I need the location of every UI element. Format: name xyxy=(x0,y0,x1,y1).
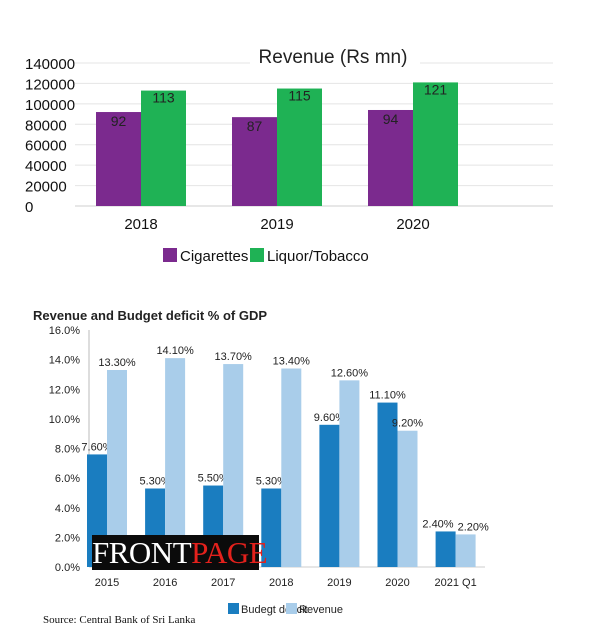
title-background xyxy=(250,42,420,70)
y-tick-label: 10.0% xyxy=(49,414,80,426)
legend-swatch xyxy=(250,248,264,262)
data-label: 113 xyxy=(152,90,175,106)
bar-cigarettes xyxy=(96,112,141,206)
data-label: 13.30% xyxy=(98,357,136,369)
data-label: 2.20% xyxy=(458,521,489,533)
x-tick-label: 2021 Q1 xyxy=(434,577,476,589)
y-tick-label: 120000 xyxy=(25,76,75,93)
data-label: 5.50% xyxy=(198,473,229,485)
x-tick-label: 2018 xyxy=(124,216,157,233)
x-tick-label: 2020 xyxy=(396,216,429,233)
y-tick-label: 40000 xyxy=(25,158,67,175)
y-tick-label: 12.0% xyxy=(49,384,80,396)
x-tick-label: 2019 xyxy=(260,216,293,233)
y-tick-label: 140000 xyxy=(25,56,75,73)
y-tick-label: 60000 xyxy=(25,138,67,155)
y-tick-label: 100000 xyxy=(25,97,75,114)
bar-cigarettes xyxy=(232,117,277,206)
bar-budegt-deficit xyxy=(319,424,340,567)
data-label: 9.60% xyxy=(314,412,345,424)
logo-front: FRONT xyxy=(92,535,192,570)
logo-page: PAGE xyxy=(191,535,268,570)
legend-swatch xyxy=(228,603,239,614)
bar-revenue xyxy=(455,534,476,567)
data-label: 5.30% xyxy=(256,475,287,487)
y-tick-label: 2.0% xyxy=(55,532,80,544)
bar-budegt-deficit xyxy=(377,402,398,567)
bar-revenue xyxy=(165,358,186,567)
data-label: 92 xyxy=(111,113,127,129)
data-label: 7.60% xyxy=(81,441,112,453)
bar-liquor-tobacco xyxy=(277,88,322,206)
y-tick-label: 0 xyxy=(25,199,33,216)
bar-revenue xyxy=(281,368,302,567)
x-tick-label: 2015 xyxy=(95,577,119,589)
x-tick-label: 2020 xyxy=(385,577,409,589)
y-tick-label: 6.0% xyxy=(55,473,80,485)
legend-swatch xyxy=(163,248,177,262)
legend-label: Liquor/Tobacco xyxy=(267,248,369,265)
source-note: Source: Central Bank of Sri Lanka xyxy=(43,614,196,626)
y-tick-label: 80000 xyxy=(25,117,67,134)
x-tick-label: 2019 xyxy=(327,577,351,589)
x-tick-label: 2017 xyxy=(211,577,235,589)
data-label: 5.30% xyxy=(139,475,170,487)
y-tick-label: 14.0% xyxy=(49,355,80,367)
y-tick-label: 16.0% xyxy=(49,325,80,337)
data-label: 115 xyxy=(288,88,311,104)
bar-revenue xyxy=(223,364,244,567)
bar-revenue xyxy=(107,369,127,567)
x-tick-label: 2018 xyxy=(269,577,293,589)
data-label: 94 xyxy=(383,111,399,127)
chart-title: Revenue (Rs mn) xyxy=(259,47,408,68)
frontpage-logo: FRONTPAGE xyxy=(92,535,268,570)
revenue-chart: 0 20000 40000 60000 80000 100000 120000 140000 R… xyxy=(25,42,553,265)
bar-revenue xyxy=(339,380,360,567)
data-label: 9.20% xyxy=(392,418,423,430)
data-label: 11.10% xyxy=(369,390,406,402)
data-label: 87 xyxy=(247,118,263,134)
data-label: 13.70% xyxy=(215,351,253,363)
legend-label: Cigarettes xyxy=(180,248,248,265)
x-tick-label: 2016 xyxy=(153,577,177,589)
y-tick-label: 20000 xyxy=(25,179,67,196)
y-tick-label: 8.0% xyxy=(55,444,80,456)
data-label: 13.40% xyxy=(273,356,311,368)
data-label: 121 xyxy=(424,81,448,97)
data-label: 2.40% xyxy=(422,518,453,530)
chart-title: Revenue and Budget deficit % of GDP xyxy=(33,308,267,323)
y-tick-label: 4.0% xyxy=(55,503,80,515)
y-tick-label: 0.0% xyxy=(55,562,80,574)
bar-budegt-deficit xyxy=(261,488,282,567)
legend-label: Budegt deficit xyxy=(241,604,308,616)
data-label: 12.60% xyxy=(331,367,369,379)
bar-cigarettes xyxy=(368,109,413,206)
bar-revenue xyxy=(397,430,418,567)
legend-label: Revenue xyxy=(299,604,343,616)
bar-liquor-tobacco xyxy=(141,90,186,206)
bar-budegt-deficit xyxy=(435,531,456,567)
legend-swatch xyxy=(286,603,297,614)
bar-liquor-tobacco xyxy=(413,82,458,206)
data-label: 14.10% xyxy=(156,345,194,357)
